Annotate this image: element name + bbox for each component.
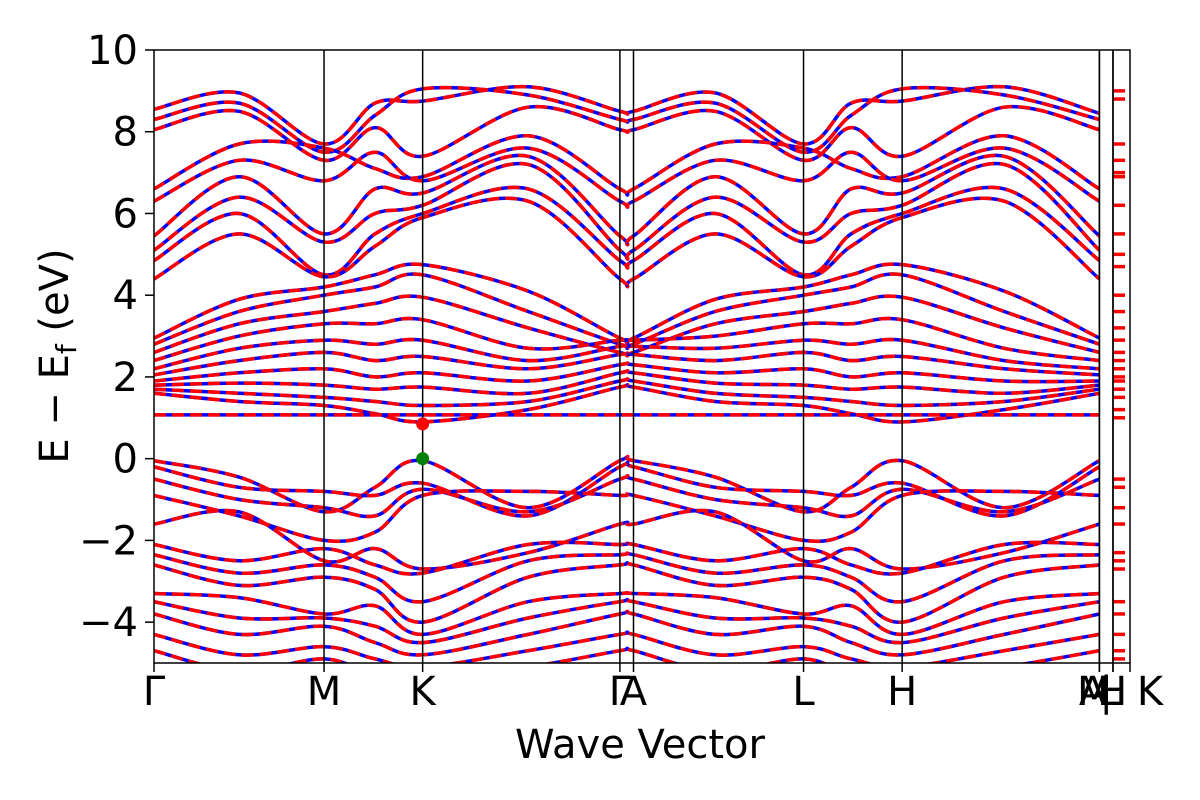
y-tick-label-4: 4 xyxy=(113,273,138,319)
y-axis-ticks: 10 8 6 4 2 0 −2 −4 xyxy=(79,28,154,646)
band-edge-marker-2 xyxy=(416,417,429,430)
x-kpoint-label-7: H xyxy=(887,669,917,715)
x-kpoint-label-2: M xyxy=(307,669,342,715)
y-axis-label-unit: (eV) xyxy=(32,248,78,344)
y-tick-label-1: 10 xyxy=(87,28,138,74)
x-kpoint-label-13: K xyxy=(1137,669,1165,715)
y-tick-label-7: −2 xyxy=(79,518,138,564)
y-tick-label-6: 0 xyxy=(113,437,138,483)
y-tick-label-5: 2 xyxy=(113,355,138,401)
band-30-dashed xyxy=(154,600,1099,643)
bands-layer xyxy=(154,87,1130,680)
y-tick-label-3: 6 xyxy=(113,191,138,237)
x-kpoint-label-5: A xyxy=(620,669,648,715)
band-10-dashed xyxy=(154,264,1099,343)
x-axis-kpoint-labels: Γ M K ΓA L H AM|LH K xyxy=(143,663,1165,715)
x-kpoint-label-3: K xyxy=(410,669,438,715)
x-kpoint-label-12: H xyxy=(1097,669,1127,715)
band-5-dashed xyxy=(154,148,1099,207)
band-edge-marker-1 xyxy=(416,452,429,465)
band-5-solid xyxy=(154,148,1099,207)
band-25-dashed xyxy=(154,510,1099,569)
y-axis-label-main: E − E xyxy=(32,354,78,464)
y-tick-label-8: −4 xyxy=(79,600,138,646)
x-kpoint-label-1: Γ xyxy=(143,669,166,715)
band-1-dashed xyxy=(154,87,1099,144)
band-24-dashed xyxy=(154,491,1099,541)
band-25-solid xyxy=(154,510,1099,569)
y-tick-label-2: 8 xyxy=(113,110,138,156)
x-axis-label: Wave Vector xyxy=(515,722,766,768)
band-30-solid xyxy=(154,600,1099,643)
y-axis-label: E − Ef (eV) xyxy=(32,248,83,463)
x-kpoint-label-6: L xyxy=(792,669,815,715)
